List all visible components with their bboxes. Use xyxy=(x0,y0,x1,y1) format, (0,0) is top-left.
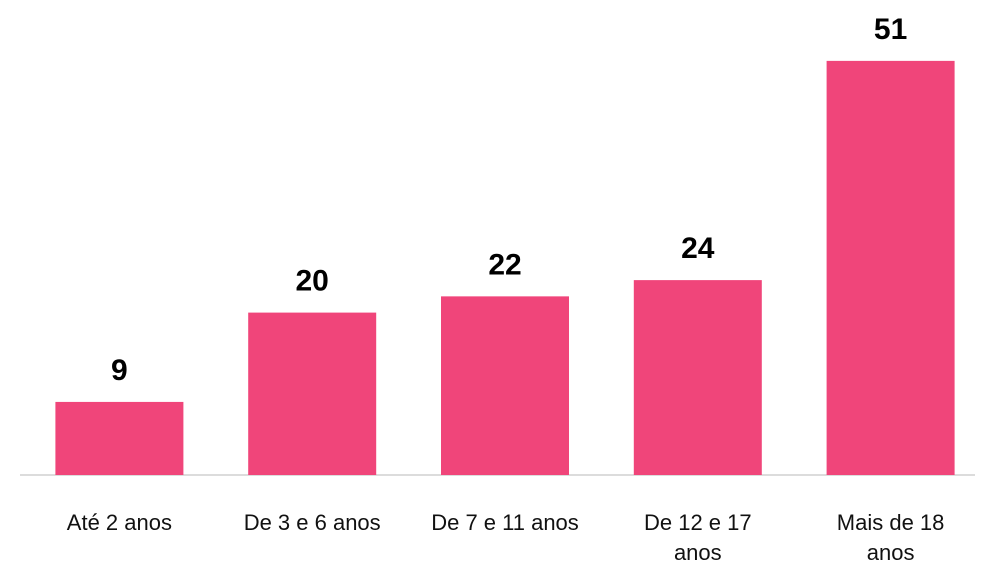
data-label: 22 xyxy=(488,248,521,281)
bar xyxy=(826,60,955,475)
bar xyxy=(248,312,377,475)
data-label: 20 xyxy=(296,265,329,298)
bar xyxy=(55,401,184,475)
data-label: 9 xyxy=(111,354,128,387)
data-label: 24 xyxy=(681,232,715,265)
data-label: 51 xyxy=(874,13,907,46)
bar xyxy=(633,280,762,475)
x-tick-label: Até 2 anos xyxy=(66,510,172,535)
x-tick-label: Mais de 18 anos xyxy=(836,510,945,565)
x-tick-label: De 7 e 11 anos xyxy=(431,510,579,535)
bar xyxy=(441,296,569,475)
x-tick-label: De 3 e 6 anos xyxy=(243,510,381,535)
x-tick-label: De 12 e 17 anos xyxy=(643,510,752,565)
